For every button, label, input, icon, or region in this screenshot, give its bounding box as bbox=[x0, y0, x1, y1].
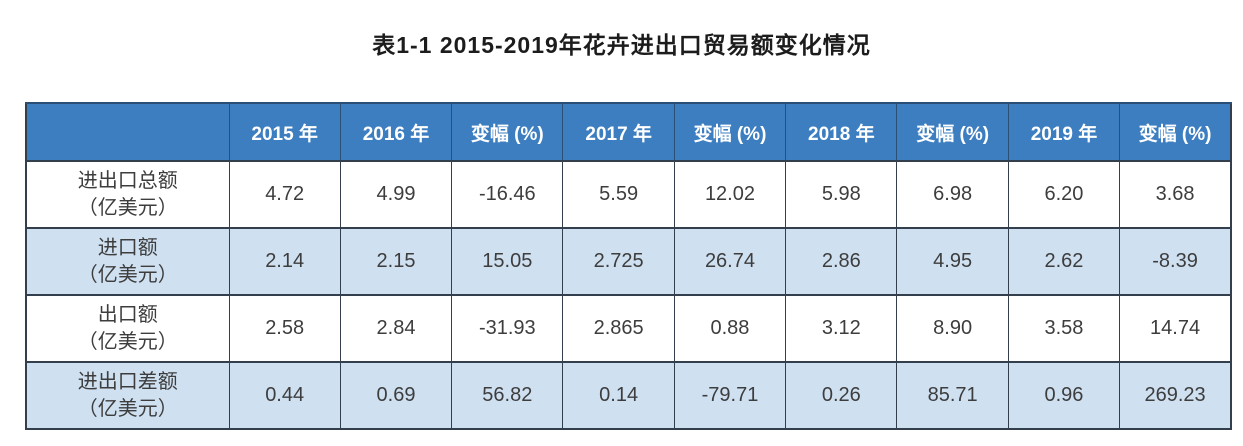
cell-value: 0.26 bbox=[785, 361, 898, 430]
cell-value: 26.74 bbox=[673, 227, 787, 296]
cell-value: 0.69 bbox=[339, 361, 453, 430]
row-label-export: 出口额 （亿美元） bbox=[25, 294, 230, 363]
cell-value: 3.12 bbox=[785, 294, 898, 363]
cell-value: 8.90 bbox=[896, 294, 1009, 363]
cell-value: 6.20 bbox=[1007, 160, 1121, 229]
cell-value: 2.58 bbox=[228, 294, 341, 363]
cell-value: 5.59 bbox=[562, 160, 675, 229]
table-row-balance: 进出口差额 （亿美元） 0.44 0.69 56.82 0.14 -79.71 … bbox=[25, 361, 1232, 430]
cell-value: 56.82 bbox=[451, 361, 564, 430]
header-cell-2017: 2017 年 bbox=[562, 102, 675, 162]
header-cell-2019: 2019 年 bbox=[1007, 102, 1121, 162]
row-label-line2: （亿美元） bbox=[77, 196, 178, 219]
cell-value: 14.74 bbox=[1119, 294, 1232, 363]
table-row-export: 出口额 （亿美元） 2.58 2.84 -31.93 2.865 0.88 3.… bbox=[25, 294, 1232, 363]
header-row: 2015 年 2016 年 变幅 (%) 2017 年 变幅 (%) 2018 … bbox=[25, 102, 1232, 162]
trade-table: 2015 年 2016 年 变幅 (%) 2017 年 变幅 (%) 2018 … bbox=[25, 102, 1232, 430]
row-label-line1: 进口额 bbox=[97, 236, 158, 259]
cell-value: 4.72 bbox=[228, 160, 341, 229]
cell-value: 2.725 bbox=[562, 227, 675, 296]
cell-value: 3.58 bbox=[1007, 294, 1121, 363]
cell-value: -31.93 bbox=[451, 294, 564, 363]
header-cell-2016: 2016 年 bbox=[339, 102, 453, 162]
header-cell-2015: 2015 年 bbox=[228, 102, 341, 162]
page-title: 表1-1 2015-2019年花卉进出口贸易额变化情况 bbox=[372, 32, 871, 58]
cell-value: 12.02 bbox=[673, 160, 787, 229]
header-cell-change-2018: 变幅 (%) bbox=[896, 102, 1009, 162]
cell-value: 269.23 bbox=[1119, 361, 1232, 430]
header-cell-empty bbox=[25, 102, 230, 162]
row-label-line1: 进出口差额 bbox=[77, 370, 178, 393]
cell-value: -16.46 bbox=[451, 160, 564, 229]
cell-value: 4.95 bbox=[896, 227, 1009, 296]
header-cell-2018: 2018 年 bbox=[785, 102, 898, 162]
row-label-balance: 进出口差额 （亿美元） bbox=[25, 361, 230, 430]
row-label-total: 进出口总额 （亿美元） bbox=[25, 160, 230, 229]
row-label-line1: 进出口总额 bbox=[77, 169, 178, 192]
cell-value: 5.98 bbox=[785, 160, 898, 229]
header-cell-change-2016: 变幅 (%) bbox=[451, 102, 564, 162]
cell-value: 0.14 bbox=[562, 361, 675, 430]
cell-value: 85.71 bbox=[896, 361, 1009, 430]
cell-value: 2.86 bbox=[785, 227, 898, 296]
cell-value: 6.98 bbox=[896, 160, 1009, 229]
cell-value: 4.99 bbox=[339, 160, 453, 229]
row-label-line1: 出口额 bbox=[97, 303, 158, 326]
header-cell-change-2017: 变幅 (%) bbox=[673, 102, 787, 162]
cell-value: -79.71 bbox=[673, 361, 787, 430]
cell-value: 2.15 bbox=[339, 227, 453, 296]
cell-value: 15.05 bbox=[451, 227, 564, 296]
cell-value: 3.68 bbox=[1119, 160, 1232, 229]
table-row-import: 进口额 （亿美元） 2.14 2.15 15.05 2.725 26.74 2.… bbox=[25, 227, 1232, 296]
cell-value: 2.62 bbox=[1007, 227, 1121, 296]
cell-value: -8.39 bbox=[1119, 227, 1232, 296]
cell-value: 2.865 bbox=[562, 294, 675, 363]
row-label-line2: （亿美元） bbox=[77, 397, 178, 420]
row-label-line2: （亿美元） bbox=[77, 330, 178, 353]
row-label-import: 进口额 （亿美元） bbox=[25, 227, 230, 296]
cell-value: 0.44 bbox=[228, 361, 341, 430]
cell-value: 2.84 bbox=[339, 294, 453, 363]
cell-value: 0.96 bbox=[1007, 361, 1121, 430]
table-row-total: 进出口总额 （亿美元） 4.72 4.99 -16.46 5.59 12.02 … bbox=[25, 160, 1232, 229]
row-label-line2: （亿美元） bbox=[77, 263, 178, 286]
header-cell-change-2019: 变幅 (%) bbox=[1119, 102, 1232, 162]
cell-value: 2.14 bbox=[228, 227, 341, 296]
cell-value: 0.88 bbox=[673, 294, 787, 363]
